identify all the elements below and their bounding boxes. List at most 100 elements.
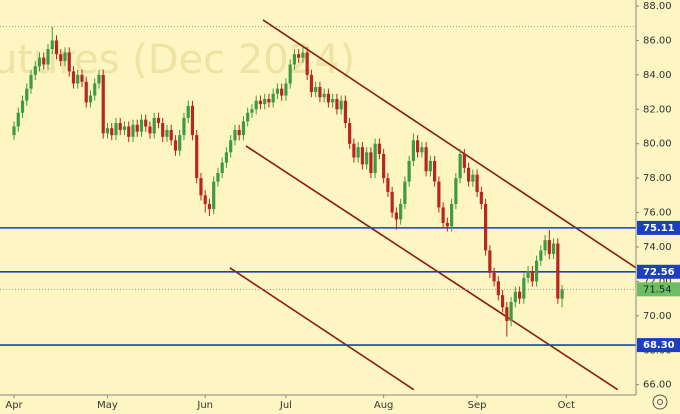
candle-body	[63, 52, 67, 62]
candle-body	[462, 154, 466, 168]
candle-body	[526, 271, 530, 278]
candle-body	[428, 160, 432, 172]
candle-body	[458, 154, 462, 179]
candle-body	[530, 271, 534, 282]
candle-body	[220, 162, 224, 173]
candle-body	[139, 119, 144, 132]
candle-body	[42, 57, 46, 65]
candle-body	[551, 243, 556, 254]
candle-body	[195, 135, 199, 179]
candle-body	[522, 277, 526, 299]
candle-body	[67, 52, 71, 72]
candle-body	[314, 86, 318, 93]
candle-body	[556, 243, 560, 299]
x-tick-label: Jun	[196, 400, 213, 411]
x-tick-label: Aug	[374, 400, 394, 411]
plot-area	[0, 19, 636, 391]
y-tick-label: 72.00	[643, 276, 672, 287]
settings-button[interactable]	[652, 394, 668, 410]
candle-body	[178, 135, 182, 151]
candle-body	[127, 126, 131, 137]
candle-body	[297, 54, 301, 58]
candle-body	[335, 98, 339, 110]
last-price-label: 71.54	[643, 284, 672, 295]
candle-body	[80, 74, 84, 82]
last-price-bg	[637, 282, 680, 297]
candle-body	[394, 212, 398, 220]
candle-body	[97, 74, 101, 84]
candle-body	[547, 240, 551, 254]
candle-body	[407, 160, 411, 182]
candle-body	[114, 123, 118, 136]
candle-body	[246, 112, 250, 122]
trendline	[229, 267, 415, 391]
candle-body	[29, 74, 33, 89]
y-tick-label: 86.00	[643, 35, 672, 46]
y-tick-label: 84.00	[643, 70, 672, 81]
candle-body	[352, 143, 356, 158]
candle-body	[263, 98, 267, 105]
candle-body	[539, 250, 543, 261]
candle-body	[322, 93, 326, 98]
candle-body	[343, 100, 348, 124]
candle-body	[169, 129, 173, 141]
candle-body	[360, 147, 364, 165]
candle-body	[110, 128, 114, 136]
candle-body	[301, 52, 305, 58]
candle-body	[424, 147, 428, 172]
candle-body	[369, 152, 373, 173]
candle-body	[331, 98, 335, 103]
candle-body	[543, 240, 547, 251]
candle-body	[12, 126, 16, 136]
candle-body	[203, 195, 207, 204]
candle-body	[275, 88, 280, 94]
settings-icon	[657, 399, 663, 405]
candle-body	[93, 83, 97, 96]
x-tick-label: May	[97, 400, 118, 411]
x-tick-label: Sep	[468, 400, 487, 411]
candle-body	[186, 105, 190, 118]
candle-body	[534, 260, 539, 282]
candle-body	[59, 54, 63, 62]
candle-body	[399, 203, 403, 220]
candle-body	[207, 203, 212, 210]
candle-body	[118, 123, 122, 130]
candle-body	[241, 121, 246, 136]
candle-body	[309, 74, 314, 93]
candle-body	[122, 126, 127, 130]
y-tick-label: 82.00	[643, 104, 672, 115]
y-tick-label: 76.00	[643, 208, 672, 219]
candle-body	[416, 140, 420, 153]
candle-body	[479, 191, 483, 204]
candle-body	[441, 207, 445, 223]
level-label: 72.56	[643, 267, 675, 278]
candle-body	[496, 281, 500, 296]
candle-body	[88, 95, 93, 103]
candle-body	[475, 174, 479, 192]
level-label-bg	[637, 220, 680, 235]
candle-body	[560, 289, 564, 299]
candle-body	[54, 40, 59, 55]
candle-body	[437, 181, 441, 208]
candle-body	[284, 83, 288, 96]
trendline	[245, 145, 619, 391]
candle-body	[76, 74, 80, 84]
candle-body	[326, 93, 331, 103]
candle-body	[20, 100, 25, 113]
candle-body	[373, 143, 377, 173]
level-label: 75.11	[643, 223, 675, 234]
candle-body	[46, 49, 50, 65]
candle-body	[229, 140, 233, 153]
candle-body	[84, 81, 88, 103]
candle-body	[517, 291, 522, 299]
y-tick-label: 80.00	[643, 139, 672, 150]
candle-body	[250, 109, 254, 113]
candle-body	[484, 203, 488, 251]
candle-body	[254, 100, 258, 110]
candle-body	[305, 52, 309, 75]
y-tick-label: 66.00	[643, 380, 672, 391]
trendline	[262, 19, 636, 269]
candle-body	[420, 147, 424, 153]
